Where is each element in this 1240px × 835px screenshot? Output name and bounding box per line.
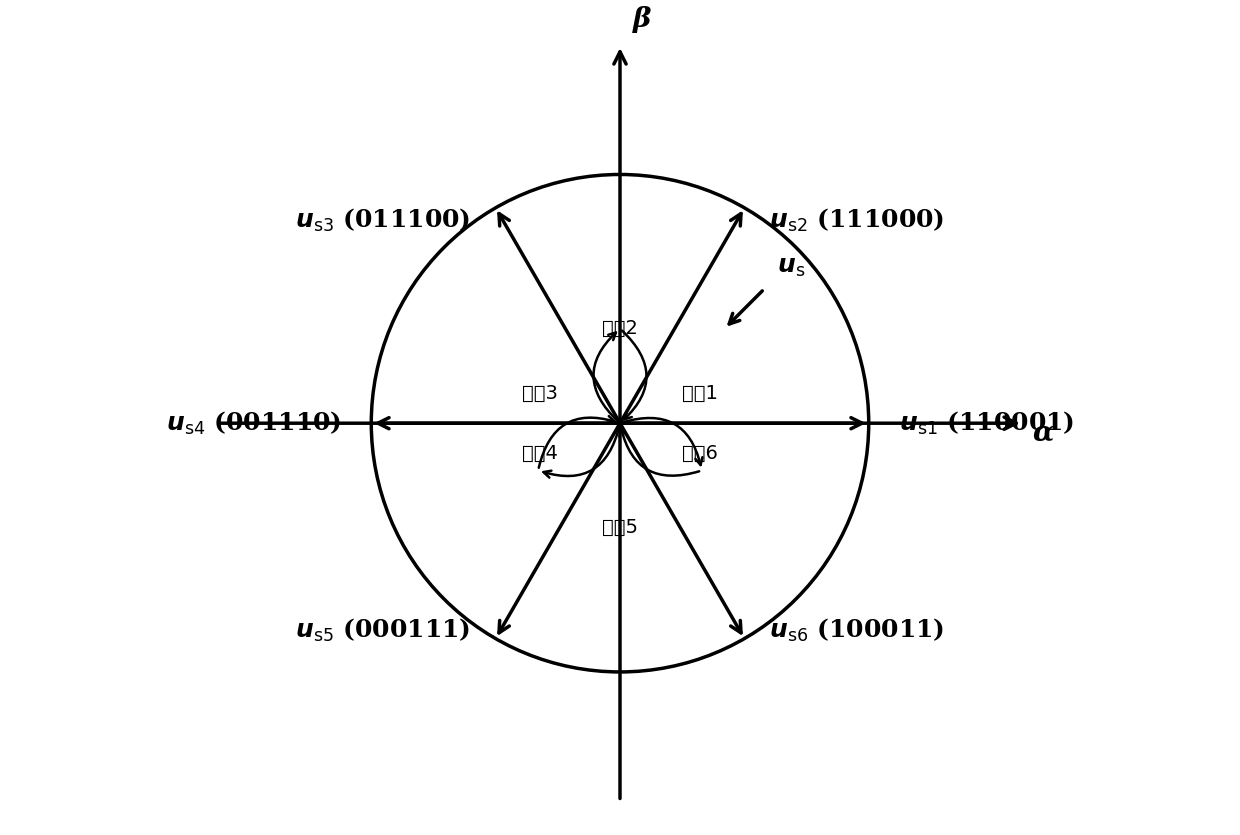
Text: 扇区3: 扇区3 — [522, 384, 558, 402]
Text: $\boldsymbol{u}_{\mathrm{s}}$: $\boldsymbol{u}_{\mathrm{s}}$ — [776, 255, 805, 279]
Text: $\boldsymbol{u}_{\mathrm{s6}}$ (100011): $\boldsymbol{u}_{\mathrm{s6}}$ (100011) — [769, 617, 945, 645]
Text: $\boldsymbol{u}_{\mathrm{s2}}$ (111000): $\boldsymbol{u}_{\mathrm{s2}}$ (111000) — [769, 207, 945, 234]
Text: $\boldsymbol{u}_{\mathrm{s1}}$ (110001): $\boldsymbol{u}_{\mathrm{s1}}$ (110001) — [899, 410, 1074, 437]
Text: 扇区2: 扇区2 — [603, 319, 637, 338]
Text: α: α — [1033, 420, 1054, 447]
Text: 扇区5: 扇区5 — [601, 519, 639, 537]
Text: 扇区4: 扇区4 — [522, 443, 558, 463]
Text: β: β — [632, 6, 651, 33]
Text: $\boldsymbol{u}_{\mathrm{s4}}$ (001110): $\boldsymbol{u}_{\mathrm{s4}}$ (001110) — [166, 410, 341, 437]
Text: 扇区1: 扇区1 — [682, 384, 718, 402]
Text: $\boldsymbol{u}_{\mathrm{s5}}$ (000111): $\boldsymbol{u}_{\mathrm{s5}}$ (000111) — [295, 617, 471, 645]
Text: $\boldsymbol{u}_{\mathrm{s3}}$ (011100): $\boldsymbol{u}_{\mathrm{s3}}$ (011100) — [295, 207, 471, 234]
Text: 扇区6: 扇区6 — [682, 443, 718, 463]
